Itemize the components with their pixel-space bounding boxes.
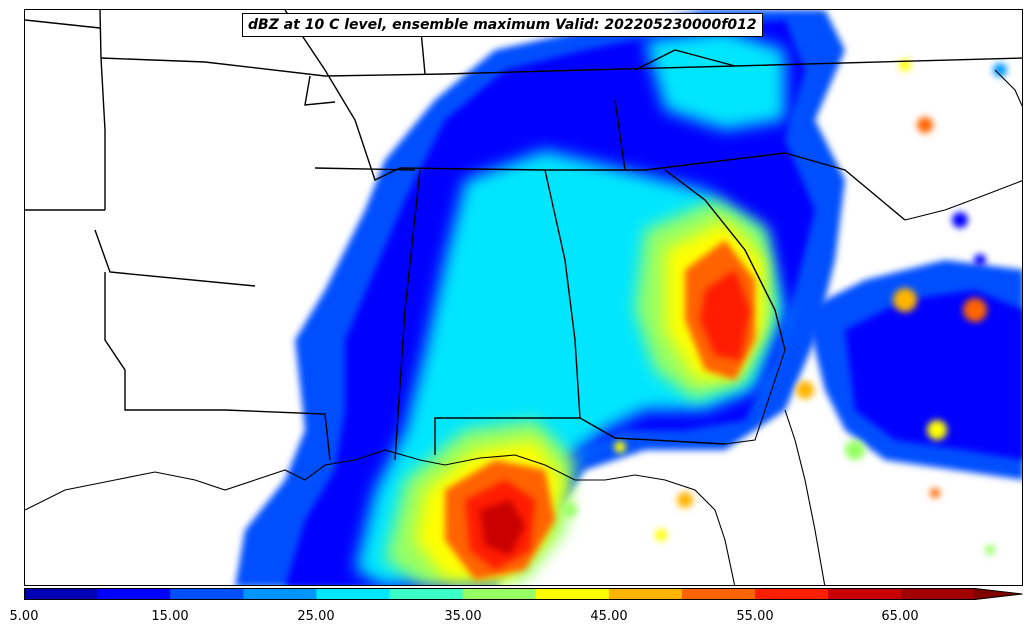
colorbar-swatch	[24, 588, 98, 600]
colorbar-swatch	[170, 588, 244, 600]
colorbar-swatch	[681, 588, 756, 600]
map-title: dBZ at 10 C level, ensemble maximum Vali…	[242, 13, 763, 37]
colorbar-extend-arrow	[974, 588, 1023, 600]
colorbar-tick-label: 55.00	[736, 609, 774, 624]
reflectivity-map	[25, 10, 1022, 585]
colorbar-outline	[24, 588, 1023, 600]
colorbar-swatch	[316, 588, 391, 600]
colorbar-swatch	[97, 588, 171, 600]
colorbar-swatch	[828, 588, 902, 600]
colorbar-tick-label: 25.00	[297, 609, 335, 624]
reflectivity-field	[235, 10, 1022, 585]
colorbar-swatch	[608, 588, 683, 600]
colorbar-tick-label: 35.00	[444, 609, 482, 624]
colorbar-tick-label: 65.00	[881, 609, 919, 624]
colorbar-tick-label: 45.00	[590, 609, 628, 624]
state-boundaries	[25, 10, 1022, 461]
colorbar-swatch	[755, 588, 829, 600]
colorbar	[24, 588, 1023, 600]
colorbar-swatch	[389, 588, 464, 600]
echo-region-north-cyan	[645, 30, 785, 130]
colorbar-swatch	[462, 588, 537, 600]
echo-region-gulf-darkred	[480, 500, 525, 555]
colorbar-tick-label: 15.00	[151, 609, 189, 624]
colorbar-swatch	[535, 588, 610, 600]
colorbar-tick-label: 5.00	[9, 609, 39, 624]
echo-region-east-core	[845, 290, 1022, 460]
map-panel	[24, 9, 1023, 586]
colorbar-swatch	[901, 588, 975, 600]
echo-region-red	[700, 270, 750, 360]
colorbar-swatch	[243, 588, 317, 600]
isolated-cells	[563, 59, 1007, 555]
coastline	[25, 69, 1022, 585]
